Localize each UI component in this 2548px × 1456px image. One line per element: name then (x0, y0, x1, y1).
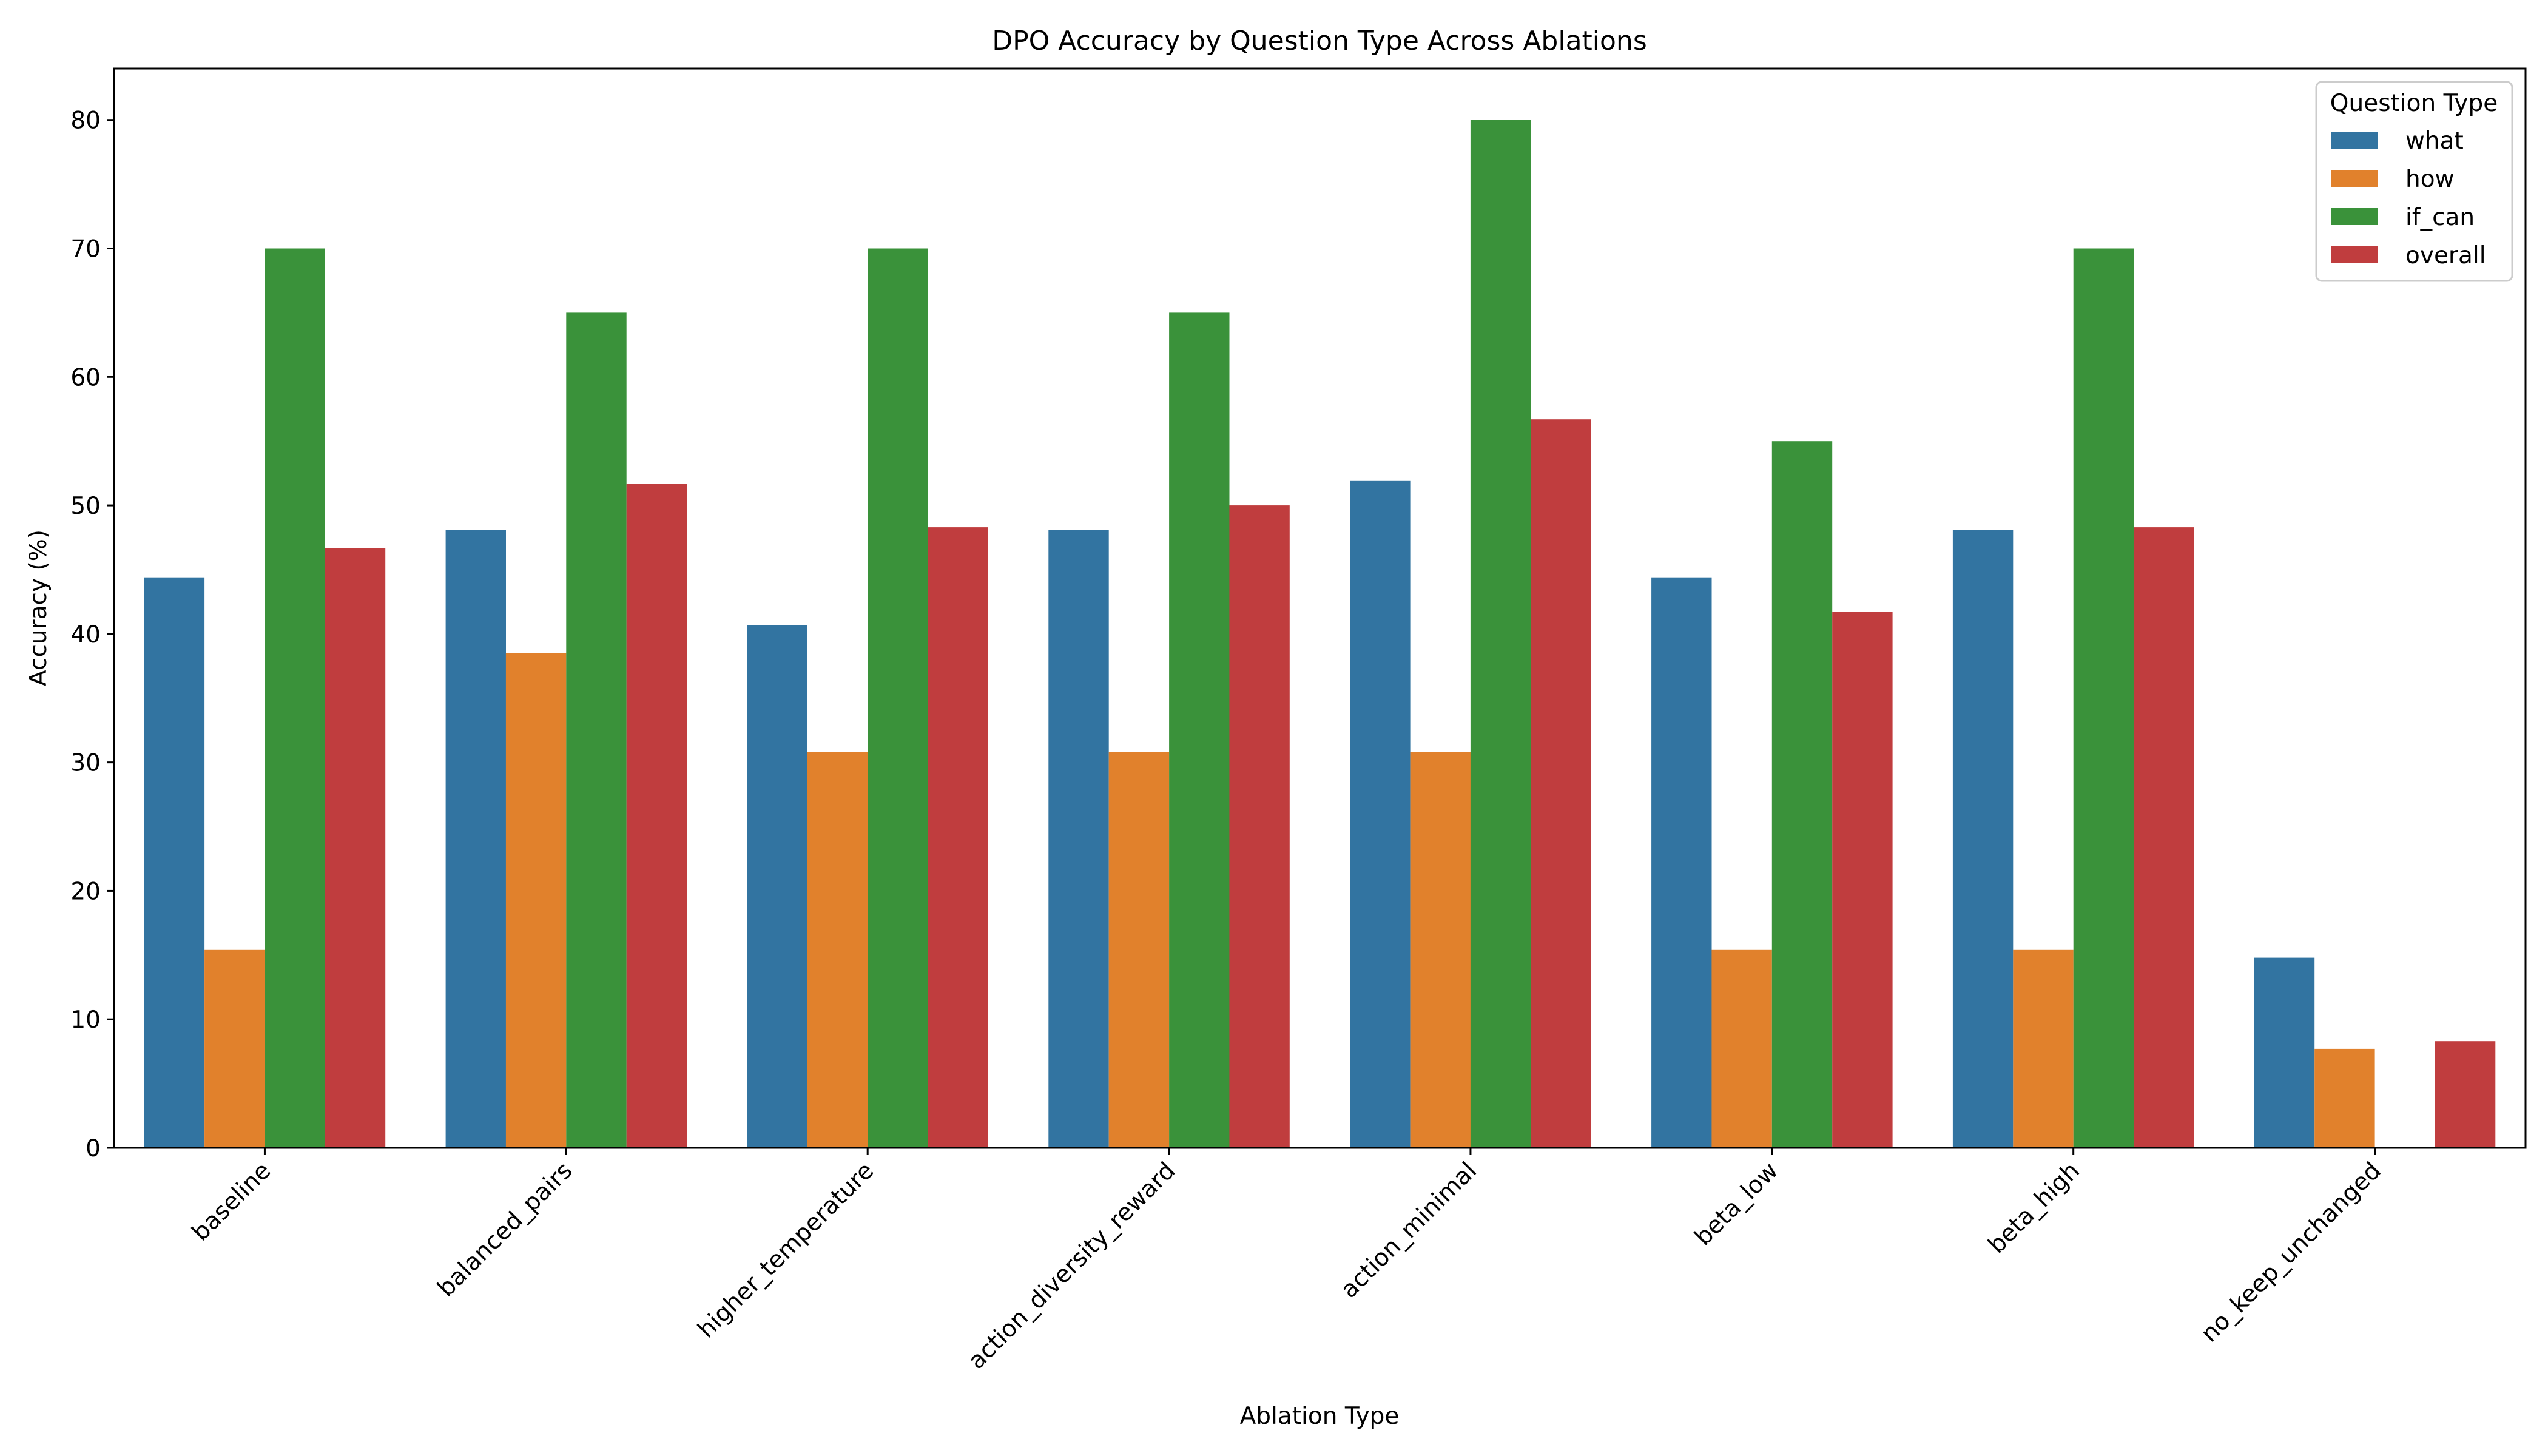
bar-overall-beta_high (2134, 527, 2194, 1148)
y-tick-label: 70 (70, 236, 101, 263)
bar-how-action_diversity_reward (1108, 752, 1170, 1148)
bar-how-beta_low (1711, 949, 1772, 1148)
bar-what-action_diversity_reward (1048, 530, 1109, 1148)
y-axis: 0 10 20 30 40 50 60 70 80 (70, 107, 114, 1162)
y-tick-label: 10 (70, 1006, 101, 1034)
legend-label-overall: overall (2405, 242, 2486, 269)
legend-title: Question Type (2330, 90, 2498, 117)
bar-what-no_keep_unchanged (2254, 957, 2315, 1148)
bar-how-higher_temperature (807, 752, 868, 1148)
bar-overall-higher_temperature (928, 527, 988, 1148)
bar-what-action_minimal (1350, 480, 1410, 1148)
y-axis-label: Accuracy (%) (25, 530, 52, 686)
bar-how-action_minimal (1410, 752, 1471, 1148)
bar-how-beta_high (2013, 949, 2074, 1148)
bar-if_can-action_minimal (1470, 120, 1531, 1148)
bar-if_can-beta_low (1771, 441, 1833, 1148)
bar-if_can-higher_temperature (868, 248, 928, 1148)
bar-overall-action_diversity_reward (1229, 505, 1290, 1148)
y-tick-label: 80 (70, 107, 101, 135)
legend-label-if_can: if_can (2405, 204, 2475, 231)
chart-title: DPO Accuracy by Question Type Across Abl… (992, 25, 1647, 56)
bar-what-baseline (144, 577, 205, 1148)
legend-swatch-what (2331, 132, 2378, 149)
bar-how-balanced_pairs (505, 653, 567, 1148)
bar-how-baseline (204, 949, 265, 1148)
bar-if_can-balanced_pairs (566, 312, 627, 1148)
y-tick-label: 60 (70, 364, 101, 391)
bar-if_can-beta_high (2073, 248, 2134, 1148)
y-tick-label: 30 (70, 750, 101, 777)
plot-frame (113, 67, 2527, 1149)
bar-what-higher_temperature (747, 625, 807, 1148)
legend-label-how: how (2405, 166, 2454, 193)
bar-if_can-baseline (265, 248, 325, 1148)
y-tick-label: 20 (70, 878, 101, 905)
bar-overall-beta_low (1832, 612, 1893, 1148)
bar-if_can-action_diversity_reward (1169, 312, 1230, 1148)
y-tick-label: 0 (86, 1135, 101, 1162)
bar-overall-balanced_pairs (626, 484, 687, 1148)
legend-label-what: what (2405, 127, 2464, 155)
bar-overall-no_keep_unchanged (2435, 1041, 2496, 1148)
bar-overall-baseline (325, 548, 386, 1148)
bar-how-no_keep_unchanged (2314, 1048, 2375, 1148)
legend-swatch-overall (2331, 246, 2378, 263)
bar-what-balanced_pairs (445, 530, 506, 1148)
x-axis-label: Ablation Type (1240, 1403, 1400, 1430)
bar-what-beta_low (1651, 577, 1712, 1148)
y-tick-label: 50 (70, 493, 101, 520)
y-tick-label: 40 (70, 621, 101, 649)
legend-swatch-how (2331, 170, 2378, 187)
bar-overall-action_minimal (1531, 419, 1591, 1148)
bar-what-beta_high (1952, 530, 2014, 1148)
bars-layer (144, 120, 2496, 1148)
legend-swatch-if_can (2331, 208, 2378, 225)
